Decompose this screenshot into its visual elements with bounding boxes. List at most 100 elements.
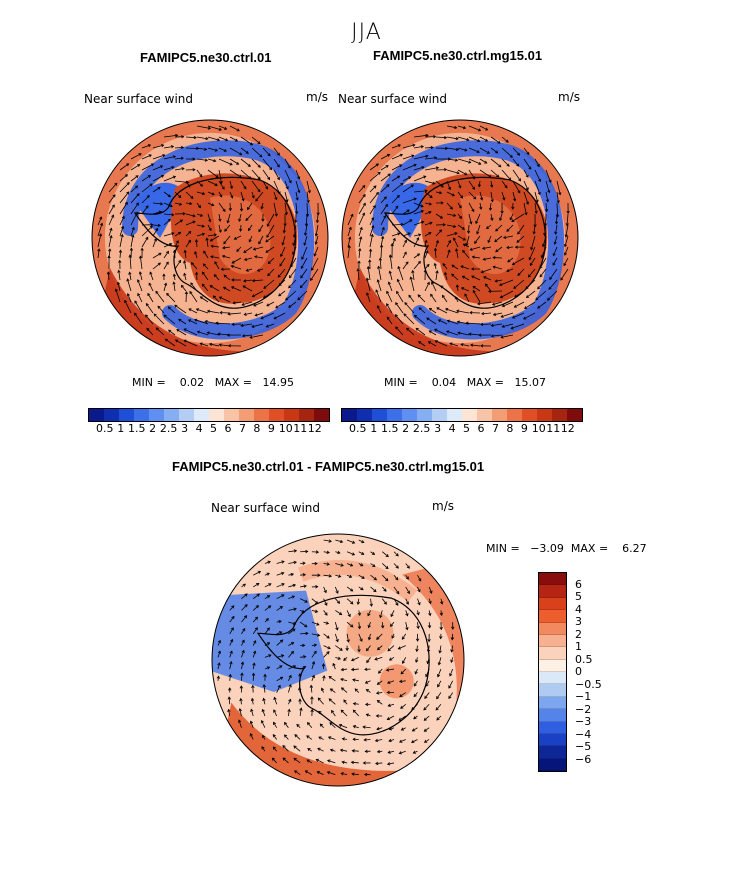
colorbar-swatch	[539, 610, 566, 623]
panel-2-min-label: MIN =	[384, 376, 418, 389]
panel-2-units: m/s	[558, 90, 580, 104]
colorbar-swatch	[342, 409, 357, 421]
colorbar-tick-label: 2	[402, 422, 410, 435]
colorbar-swatch	[539, 684, 566, 697]
colorbar-swatch	[552, 409, 567, 421]
colorbar-tick-label: 1.5	[127, 422, 146, 435]
panel-2-field-label: Near surface wind	[338, 92, 447, 106]
colorbar-swatch	[539, 758, 566, 771]
colorbar-swatch	[254, 409, 269, 421]
colorbar-panel-1-swatches	[88, 408, 330, 422]
colorbar-tick-label: 12	[307, 422, 322, 435]
colorbar-swatch	[539, 647, 566, 660]
colorbar-swatch	[134, 409, 149, 421]
colorbar-swatch	[432, 409, 447, 421]
colorbar-swatch	[477, 409, 492, 421]
colorbar-panel-2-ticks: 0.5 1 1.5 2 2.5 3 4 5 6 7 8 9 10 11 12	[349, 422, 575, 436]
colorbar-diff-swatches	[538, 572, 567, 772]
colorbar-tick-label: 1	[370, 422, 378, 435]
diff-min-label: MIN =	[486, 542, 520, 555]
colorbar-swatch	[539, 746, 566, 759]
colorbar-tick-label: 4	[575, 602, 582, 616]
colorbar-panel-1: 0.5 1 1.5 2 2.5 3 4 5 6 7 8 9 10 11 12	[88, 408, 330, 436]
panel-1-max-label: MAX =	[214, 376, 252, 389]
colorbar-tick-label: −2	[575, 702, 592, 716]
colorbar-swatch	[539, 634, 566, 648]
colorbar-tick-label: 1	[117, 422, 125, 435]
colorbar-swatch	[269, 409, 284, 421]
colorbar-swatch	[314, 409, 329, 421]
colorbar-tick-label: −0.5	[575, 677, 602, 691]
colorbar-tick-label: 2.5	[159, 422, 178, 435]
colorbar-swatch	[164, 409, 179, 421]
colorbar-tick-label: 0.5	[349, 422, 367, 435]
colorbar-swatch	[539, 672, 566, 685]
colorbar-tick-label: 3	[434, 422, 442, 435]
diff-min-value: −3.09	[530, 542, 564, 555]
colorbar-tick-label: 1.5	[380, 422, 399, 435]
panel-2-max-label: MAX =	[466, 376, 504, 389]
diff-max-label: MAX =	[570, 542, 609, 555]
colorbar-tick-label: 2	[575, 627, 582, 641]
colorbar-swatch	[522, 409, 537, 421]
panel-1-max-value: 14.95	[262, 376, 294, 389]
colorbar-tick-label: 5	[575, 590, 582, 603]
colorbar-swatch	[179, 409, 194, 421]
diff-max-value: 6.27	[622, 542, 647, 555]
colorbar-swatch	[447, 409, 462, 421]
colorbar-swatch	[539, 709, 566, 722]
colorbar-tick-label: −4	[575, 727, 592, 741]
colorbar-tick-label: 3	[181, 422, 189, 435]
colorbar-swatch	[284, 409, 299, 421]
colorbar-tick-label: 0.5	[575, 652, 593, 666]
colorbar-swatch	[209, 409, 224, 421]
colorbar-swatch	[372, 409, 387, 421]
colorbar-tick-label: 2.5	[412, 422, 431, 435]
panel-1-units: m/s	[306, 90, 328, 104]
colorbar-tick-label: 3	[575, 615, 582, 628]
colorbar-swatch	[537, 409, 552, 421]
page-title: JJA	[351, 20, 382, 45]
colorbar-swatch	[89, 409, 104, 421]
colorbar-tick-label: −6	[575, 752, 592, 766]
colorbar-swatch	[402, 409, 417, 421]
colorbar-swatch	[299, 409, 314, 421]
diff-panel-stats: MIN = −3.09 MAX = 6.27	[486, 542, 647, 555]
colorbar-tick-label: 9	[267, 422, 275, 435]
colorbar-tick-label: 5	[463, 422, 471, 435]
colorbar-tick-label: −1	[575, 690, 592, 703]
colorbar-swatch	[239, 409, 254, 421]
colorbar-swatch	[149, 409, 164, 421]
colorbar-swatch	[539, 696, 566, 710]
panel-2-stats: MIN = 0.04 MAX = 15.07	[384, 376, 546, 389]
colorbar-tick-label: 7	[491, 422, 499, 435]
colorbar-diff-ticks: 6 5 4 3 2 1 0.5 0 −0.5 −1 −2 −3 −4 −5 −6	[575, 572, 602, 772]
colorbar-swatch	[539, 585, 566, 598]
colorbar-swatch	[462, 409, 477, 421]
colorbar-swatch	[119, 409, 134, 421]
map-panel-2	[341, 119, 579, 357]
colorbar-panel-2: 0.5 1 1.5 2 2.5 3 4 5 6 7 8 9 10 11 12	[341, 408, 583, 436]
diff-panel-title: FAMIPC5.ne30.ctrl.01 - FAMIPC5.ne30.ctrl…	[172, 459, 485, 474]
colorbar-swatch	[507, 409, 522, 421]
colorbar-tick-label: 9	[520, 422, 528, 435]
colorbar-diff: 6 5 4 3 2 1 0.5 0 −0.5 −1 −2 −3 −4 −5 −6	[538, 572, 602, 772]
colorbar-swatch	[539, 622, 566, 635]
colorbar-tick-label: 5	[210, 422, 218, 435]
colorbar-swatch	[417, 409, 432, 421]
colorbar-swatch	[357, 409, 372, 421]
colorbar-swatch	[539, 597, 566, 611]
colorbar-tick-label: 1	[575, 640, 582, 653]
colorbar-tick-label: 11	[293, 422, 308, 435]
colorbar-tick-label: −3	[575, 715, 592, 728]
panel-1-min-label: MIN =	[132, 376, 166, 389]
colorbar-tick-label: 6	[477, 422, 485, 435]
colorbar-swatch	[539, 721, 566, 734]
colorbar-tick-label: 6	[575, 577, 582, 591]
colorbar-tick-label: 7	[238, 422, 246, 435]
colorbar-swatch	[539, 659, 566, 672]
colorbar-tick-label: 2	[149, 422, 157, 435]
colorbar-swatch	[567, 409, 582, 421]
panel-2-title: FAMIPC5.ne30.ctrl.mg15.01	[373, 48, 543, 63]
colorbar-panel-2-swatches	[341, 408, 583, 422]
